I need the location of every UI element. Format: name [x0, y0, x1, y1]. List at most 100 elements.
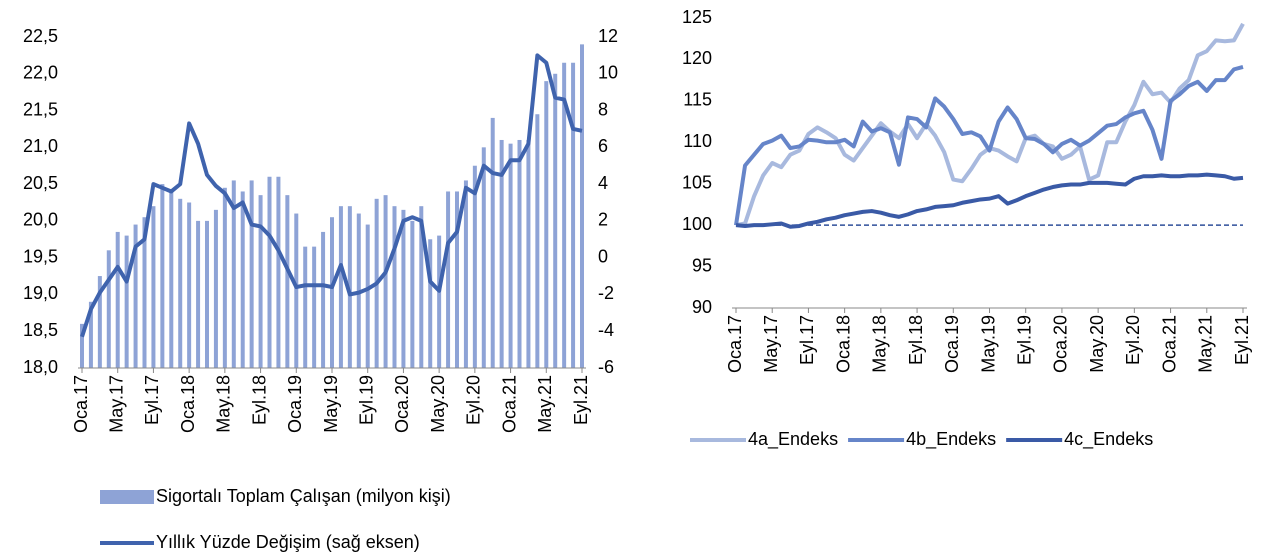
bar: [544, 81, 549, 368]
y2-tick-label: -6: [598, 357, 614, 377]
bar: [258, 195, 263, 368]
y-tick-label: 95: [692, 255, 712, 275]
bar: [106, 250, 111, 368]
x-tick-label: Oca.18: [833, 315, 853, 373]
bar: [312, 246, 317, 368]
x-tick-label: May.21: [535, 375, 555, 433]
y-tick-label: 115: [683, 90, 712, 110]
line: [734, 64, 1244, 226]
legend-label: 4b_Endeks: [906, 429, 996, 450]
bar: [553, 73, 558, 369]
bar: [97, 276, 102, 368]
bar: [437, 235, 442, 368]
legend-label: Sigortalı Toplam Çalışan (milyon kişi): [156, 486, 451, 506]
bar: [133, 224, 138, 368]
bar: [321, 231, 326, 368]
y2-tick-label: 10: [598, 63, 618, 83]
x-tick-label: Eyl.20: [464, 375, 484, 425]
bar: [303, 246, 308, 368]
bar: [115, 231, 120, 368]
legend-label: 4a_Endeks: [748, 429, 838, 450]
bar: [222, 187, 227, 368]
bar: [88, 301, 93, 368]
x-tick-label: May.17: [761, 315, 781, 373]
bar: [249, 180, 254, 368]
x-tick-label: Oca.20: [1051, 315, 1071, 373]
bar: [419, 206, 424, 368]
bar: [160, 184, 165, 368]
line: [80, 53, 583, 338]
y2-tick-label: 12: [598, 26, 618, 46]
bar: [481, 147, 486, 368]
bar: [142, 217, 147, 368]
bar: [213, 209, 218, 368]
x-tick-label: Eyl.21: [571, 375, 591, 425]
x-tick-label: Oca.19: [942, 315, 962, 373]
y-tick-label: 20,0: [23, 210, 58, 230]
bar: [535, 114, 540, 368]
y2-tick-label: 2: [598, 210, 608, 230]
bar: [490, 117, 495, 369]
y2-tick-label: -4: [598, 320, 614, 340]
x-tick-label: Eyl.18: [249, 375, 269, 425]
x-tick-label: May.21: [1196, 315, 1216, 373]
x-tick-label: Eyl.20: [1123, 315, 1143, 365]
bar: [472, 165, 477, 368]
bar: [294, 213, 299, 368]
y2-tick-label: 6: [598, 136, 608, 156]
x-tick-label: Oca.17: [71, 375, 91, 433]
bar: [508, 143, 513, 368]
bar: [285, 195, 290, 368]
y2-tick-label: 8: [598, 99, 608, 119]
bar: [365, 224, 370, 368]
x-tick-label: Eyl.19: [356, 375, 376, 425]
legend-swatch: [100, 490, 154, 504]
y-tick-label: 22,5: [23, 26, 58, 46]
x-tick-label: Oca.21: [499, 375, 519, 433]
y-tick-label: 21,5: [23, 99, 58, 119]
y-tick-label: 19,5: [23, 246, 58, 266]
x-tick-label: Eyl.19: [1014, 315, 1034, 365]
x-tick-label: Eyl.17: [797, 315, 817, 365]
bar: [231, 180, 236, 368]
bar: [410, 220, 415, 368]
x-tick-label: May.19: [321, 375, 341, 433]
bar: [205, 220, 209, 368]
bar: [517, 139, 522, 368]
x-tick-label: Oca.19: [285, 375, 305, 433]
x-tick-label: May.17: [106, 375, 126, 433]
bar: [383, 195, 388, 368]
bar: [267, 176, 272, 368]
legend-label: 4c_Endeks: [1064, 429, 1153, 450]
bar: [124, 235, 129, 368]
bar: [392, 206, 397, 368]
y-tick-label: 18,5: [23, 320, 58, 340]
y2-tick-label: 4: [598, 173, 608, 193]
bar: [580, 44, 584, 368]
y-tick-label: 110: [683, 131, 712, 151]
y-tick-label: 125: [682, 7, 712, 27]
x-tick-label: Oca.17: [725, 315, 745, 373]
x-tick-label: Eyl.18: [906, 315, 926, 365]
x-tick-label: Oca.20: [392, 375, 412, 433]
bar: [276, 176, 281, 368]
line: [735, 172, 1244, 229]
y-tick-label: 105: [682, 172, 712, 192]
bar: [196, 220, 201, 368]
bar: [240, 191, 245, 368]
x-tick-label: May.18: [214, 375, 234, 433]
x-tick-label: May.20: [428, 375, 448, 433]
y-tick-label: 20,5: [23, 173, 58, 193]
legend-label: Yıllık Yüzde Değişim (sağ eksen): [156, 532, 420, 552]
x-tick-label: Oca.18: [178, 375, 198, 433]
x-tick-label: May.20: [1087, 315, 1107, 373]
x-tick-label: Eyl.17: [142, 375, 162, 425]
bar: [446, 191, 451, 368]
bar: [178, 198, 183, 368]
x-tick-label: Oca.21: [1159, 315, 1179, 373]
bar: [562, 62, 567, 368]
y-tick-label: 19,0: [23, 283, 58, 303]
bar: [80, 323, 84, 368]
y-tick-label: 100: [682, 214, 712, 234]
